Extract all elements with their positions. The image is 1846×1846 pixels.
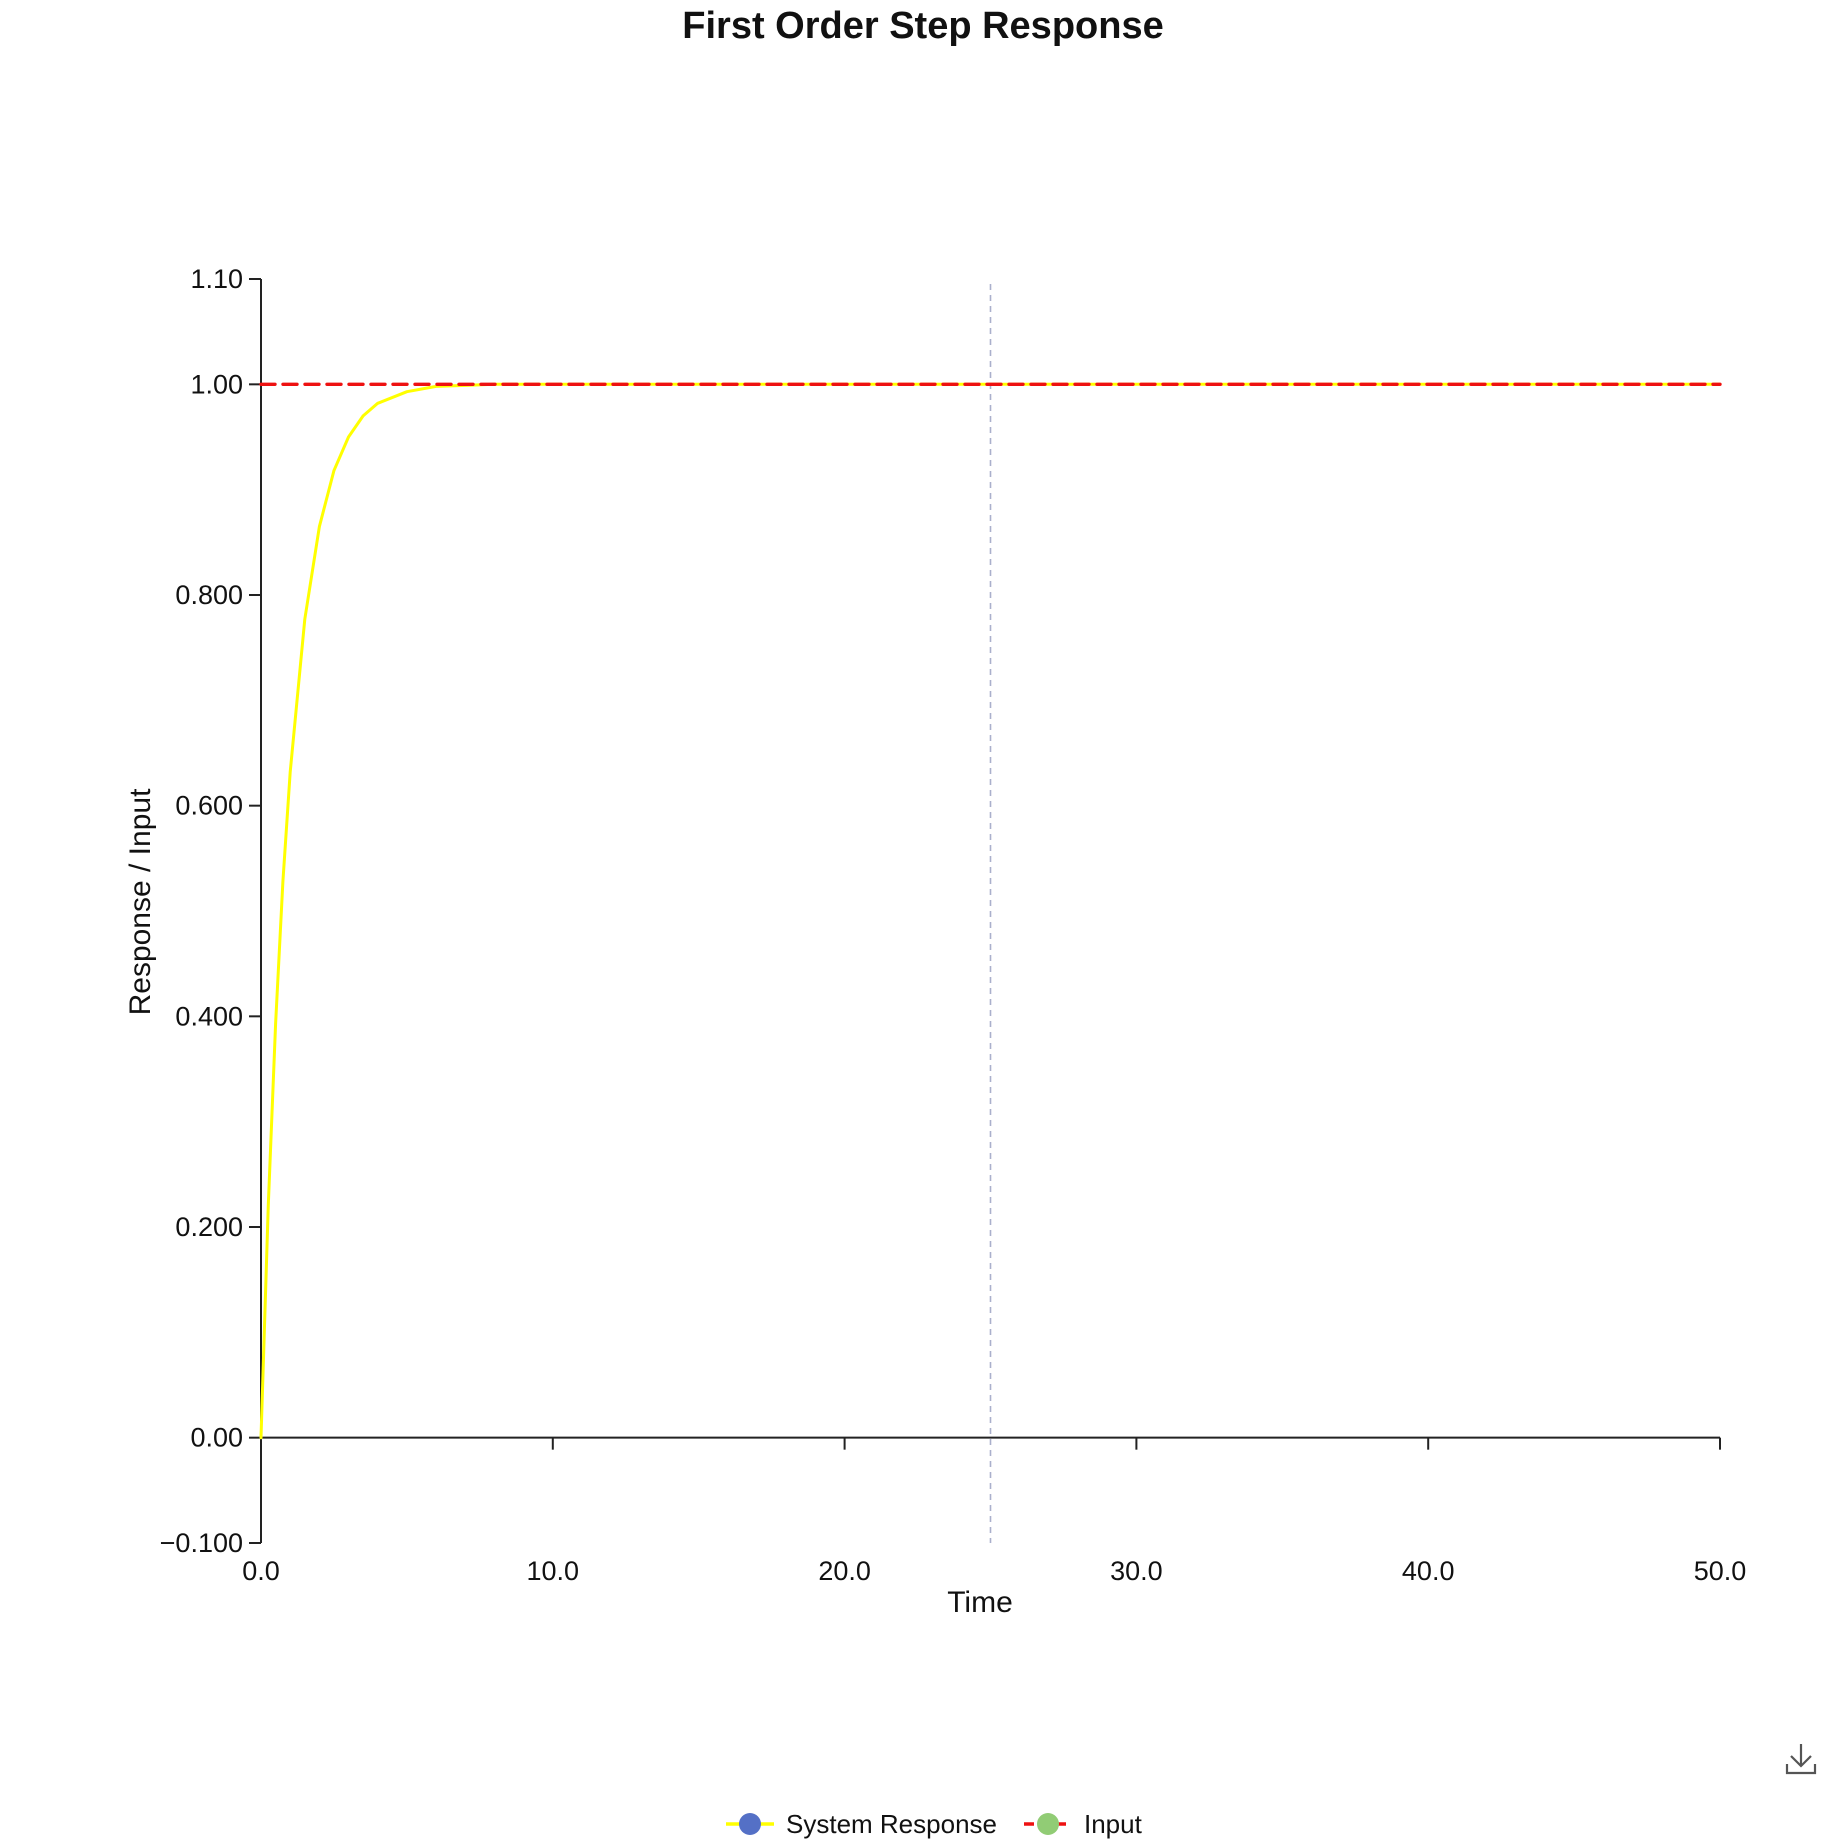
y-tick-label: −0.100 <box>160 1528 243 1558</box>
x-tick-label: 40.0 <box>1402 1556 1455 1586</box>
legend-marker-system-response <box>739 1813 761 1835</box>
download-button[interactable] <box>1780 1738 1822 1780</box>
y-tick-label: 0.200 <box>175 1212 243 1242</box>
x-axis-label: Time <box>947 1586 1013 1619</box>
legend-marker-input <box>1037 1813 1059 1835</box>
legend: System Response Input <box>726 1809 1143 1839</box>
x-tick-label: 30.0 <box>1110 1556 1163 1586</box>
series-line-system-response <box>259 382 1722 1440</box>
plot-area: −0.100 0.00 0.200 0.400 0.600 0.800 1.00 1.10 0.… <box>160 264 1747 1586</box>
y-tick-label: 0.400 <box>175 1001 243 1031</box>
legend-label-system-response: System Response <box>786 1809 997 1839</box>
x-tick-label: 20.0 <box>818 1556 871 1586</box>
legend-label-input: Input <box>1084 1809 1143 1839</box>
y-tick-label: 1.10 <box>190 264 243 294</box>
y-tick-label: 0.00 <box>190 1423 243 1453</box>
y-tick-label: 1.00 <box>190 369 243 399</box>
x-tick-label: 0.0 <box>242 1556 280 1586</box>
download-icon <box>1785 1744 1817 1775</box>
chart-title: First Order Step Response <box>682 5 1163 47</box>
x-tick-label: 50.0 <box>1694 1556 1747 1586</box>
x-tick-label: 10.0 <box>527 1556 580 1586</box>
y-tick-label: 0.600 <box>175 791 243 821</box>
y-tick-label: 0.800 <box>175 580 243 610</box>
y-axis-label: Response / Input <box>124 788 157 1015</box>
